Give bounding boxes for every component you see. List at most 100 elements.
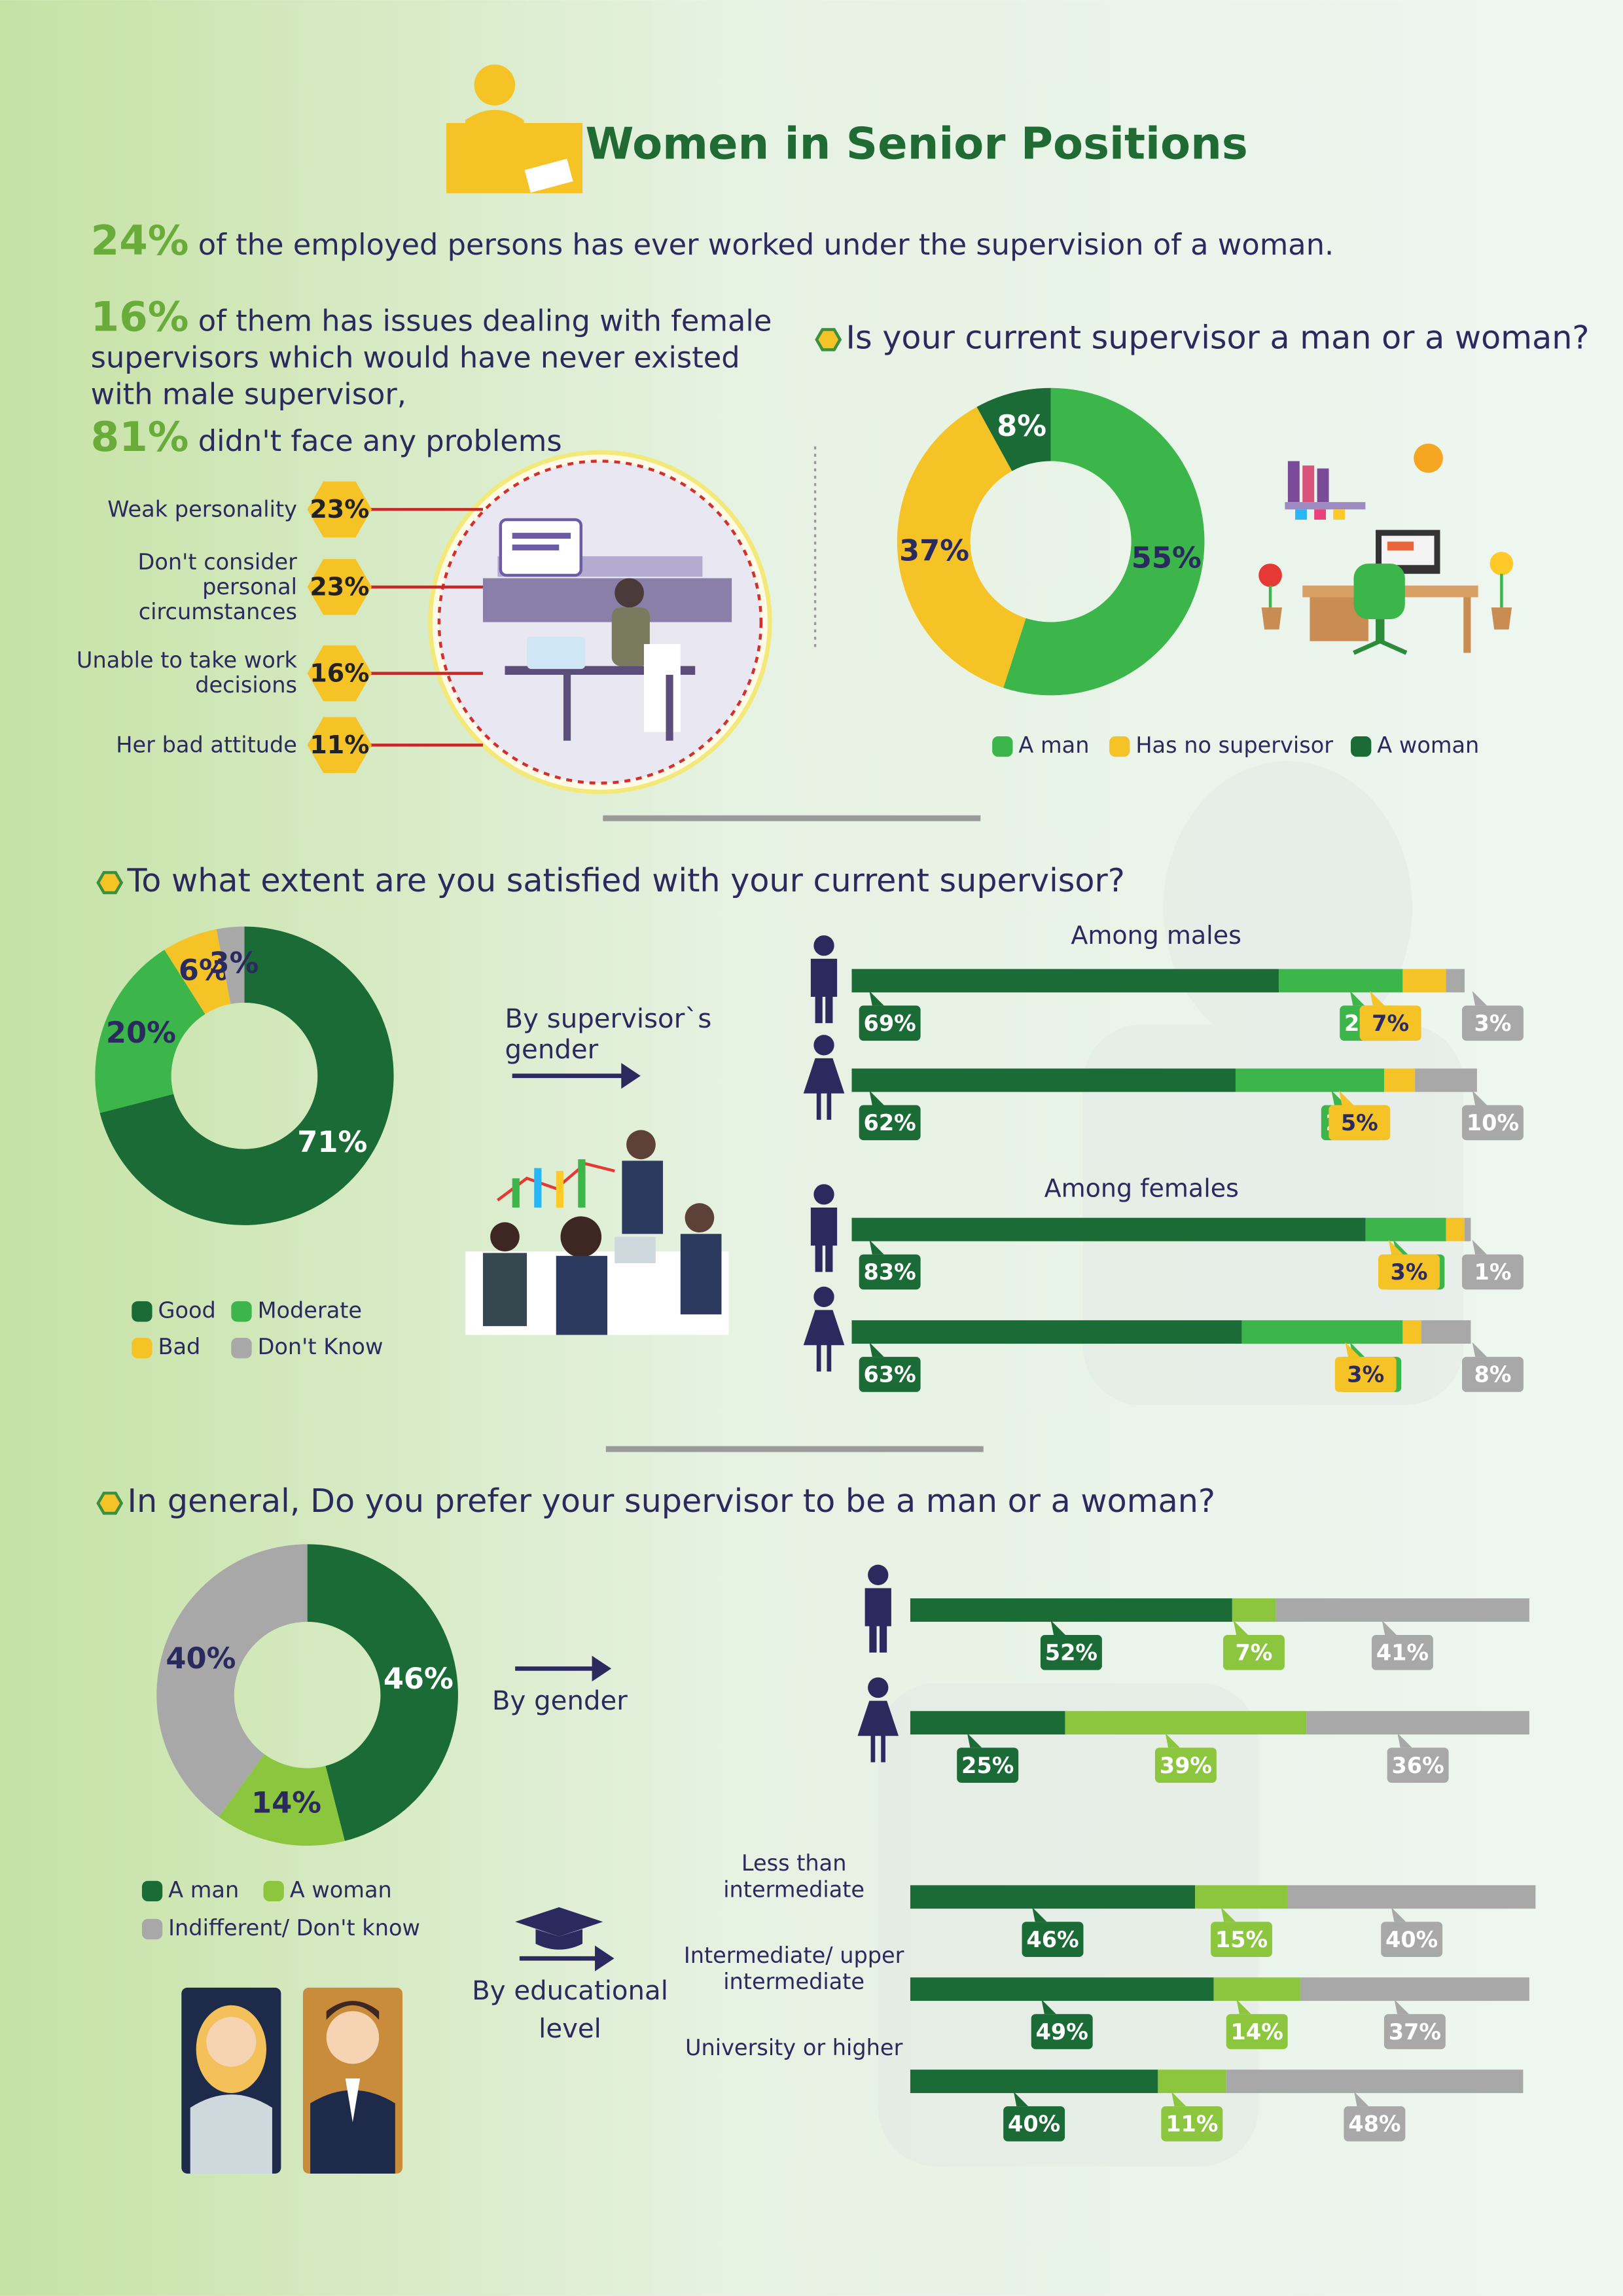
label-tail — [869, 1240, 884, 1255]
annotation: By supervisor`s gender — [505, 1004, 712, 1066]
label-box — [957, 1748, 1019, 1783]
label-tail — [1388, 1240, 1404, 1255]
label-box — [1031, 2014, 1093, 2049]
label-box — [1334, 1357, 1397, 1392]
bar-segment — [1275, 1598, 1529, 1622]
label-tail — [1391, 1907, 1406, 1922]
label-box — [1462, 1105, 1524, 1141]
data-label: 3% — [1347, 1362, 1384, 1388]
bar-segment — [1158, 2070, 1226, 2093]
bar-segment — [910, 1711, 1065, 1735]
hexagon-badge — [307, 559, 372, 615]
bar-segment — [1232, 1598, 1276, 1622]
label-tail — [1472, 1090, 1488, 1105]
label-box — [1154, 1748, 1217, 1783]
legend-swatch — [132, 1338, 152, 1359]
bar-segment — [1195, 1885, 1288, 1909]
woman-icon — [857, 1677, 899, 1763]
issues-box: 16% of them has issues dealing with fema… — [90, 298, 772, 461]
annotation: By educational level — [472, 1976, 668, 2045]
data-label: 7% — [1235, 1640, 1272, 1666]
legend-swatch — [231, 1338, 252, 1359]
issues-percent: 16% — [90, 298, 189, 342]
data-label: 62% — [864, 1110, 916, 1136]
reason-value: 16% — [310, 659, 369, 688]
reason-label-box: Her bad attitude — [116, 732, 297, 757]
group-label: Among females — [1044, 1174, 1239, 1203]
bar-segment — [851, 1320, 1242, 1344]
body — [803, 1310, 845, 1372]
reason-label: Don't consider personal circumstances — [137, 548, 297, 624]
chart-title: Is your current supervisor a man or a wo… — [846, 318, 1590, 356]
bar-segment — [1402, 1320, 1421, 1344]
bar-segment — [1213, 1977, 1300, 2001]
intro: 24% of the employed persons has ever wor… — [91, 215, 1525, 271]
legend-label: A man — [1018, 732, 1089, 758]
body — [803, 1058, 845, 1120]
bar-segment — [910, 1977, 1214, 2001]
data-label: 10% — [1467, 1110, 1519, 1136]
issues-text2: didn't face any problems — [198, 423, 562, 459]
reason-value: 23% — [310, 573, 369, 601]
legend-label: Indifferent/ Don't know — [168, 1915, 420, 1941]
reason-label: Weak personality — [107, 495, 297, 522]
bar-segment — [1241, 1320, 1403, 1344]
reason-label-box: Don't consider personal circumstances — [137, 548, 297, 624]
data-label: 3% — [1474, 1011, 1512, 1036]
head — [868, 1677, 889, 1698]
legend-swatch — [141, 1880, 163, 1901]
bar-segment — [1402, 969, 1446, 993]
data-label: 14% — [251, 1785, 321, 1820]
category-label-box: Intermediate/ upper intermediate — [683, 1942, 904, 1996]
data-label: 49% — [1036, 2019, 1088, 2045]
bar-segment — [1279, 969, 1403, 993]
donut-segment — [1003, 387, 1205, 696]
label-box — [1387, 1748, 1449, 1783]
head — [868, 1564, 889, 1585]
data-label: 25% — [961, 1753, 1014, 1778]
bullet — [96, 1492, 124, 1515]
man-icon — [810, 1184, 838, 1272]
data-label: 37% — [899, 533, 969, 567]
issues-text: of them has issues dealing with female s… — [90, 303, 772, 412]
label-box — [1211, 1922, 1272, 1957]
label-box — [1462, 1005, 1524, 1041]
woman-icon — [803, 1035, 845, 1120]
legend-label: Good — [158, 1297, 216, 1323]
label-tail — [1345, 1342, 1360, 1357]
bar-segment — [910, 1598, 1232, 1622]
legend-label: Moderate — [258, 1297, 362, 1323]
category-label-box: University or higher — [685, 2034, 902, 2060]
category-label: Intermediate/ upper intermediate — [683, 1942, 904, 1996]
head — [813, 1286, 834, 1308]
bar-segment — [1287, 1885, 1536, 1909]
data-label: 46% — [383, 1661, 454, 1696]
label-box — [1040, 1635, 1102, 1670]
label-box — [1378, 1254, 1440, 1290]
man-icon — [865, 1564, 891, 1653]
data-label: 40% — [1008, 2111, 1060, 2137]
label-tail — [1221, 1907, 1236, 1922]
data-label: 15% — [1215, 1927, 1268, 1952]
legend-label: Has no supervisor — [1135, 732, 1333, 758]
legend-label: A woman — [1377, 732, 1479, 758]
legend-swatch — [141, 1918, 163, 1940]
label-box — [1329, 1105, 1391, 1141]
data-label: 14% — [1231, 2019, 1283, 2045]
donut-segment — [99, 926, 394, 1225]
bar-segment — [1446, 1217, 1465, 1242]
bar-segment — [1446, 969, 1465, 993]
portraits — [181, 1987, 402, 2174]
head — [813, 1184, 834, 1205]
donut-segment — [219, 1754, 345, 1846]
hexagon-badge — [307, 645, 372, 702]
label-tail — [1233, 1620, 1248, 1635]
data-label: 69% — [864, 1011, 916, 1036]
graduation-cap — [515, 1907, 603, 1950]
data-label: 48% — [1348, 2111, 1400, 2137]
annotation-box: By supervisor`s gender — [505, 1004, 712, 1066]
label-box — [1022, 1922, 1084, 1957]
legend-swatch — [1351, 736, 1372, 757]
body — [857, 1700, 899, 1763]
label-box — [1462, 1254, 1524, 1290]
